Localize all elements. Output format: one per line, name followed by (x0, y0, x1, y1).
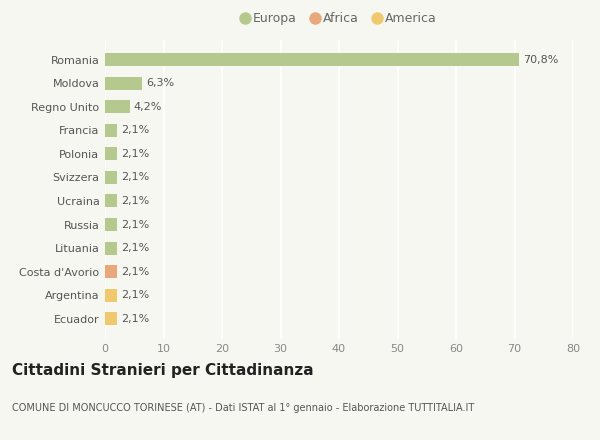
Text: 2,1%: 2,1% (121, 125, 149, 136)
Text: 2,1%: 2,1% (121, 314, 149, 324)
Text: 2,1%: 2,1% (121, 290, 149, 300)
Text: COMUNE DI MONCUCCO TORINESE (AT) - Dati ISTAT al 1° gennaio - Elaborazione TUTTI: COMUNE DI MONCUCCO TORINESE (AT) - Dati … (12, 403, 474, 413)
Text: 70,8%: 70,8% (523, 55, 559, 65)
Legend: Europa, Africa, America: Europa, Africa, America (239, 10, 439, 28)
Text: 2,1%: 2,1% (121, 172, 149, 183)
Bar (105, 124, 117, 137)
Bar (105, 171, 117, 184)
Text: 2,1%: 2,1% (121, 149, 149, 159)
Text: 2,1%: 2,1% (121, 243, 149, 253)
Bar (105, 265, 117, 278)
Text: 6,3%: 6,3% (146, 78, 174, 88)
Bar (105, 289, 117, 302)
Bar (105, 147, 117, 160)
Text: Cittadini Stranieri per Cittadinanza: Cittadini Stranieri per Cittadinanza (12, 363, 314, 378)
Text: 2,1%: 2,1% (121, 196, 149, 206)
Bar (105, 312, 117, 325)
Bar (105, 242, 117, 255)
Text: 2,1%: 2,1% (121, 267, 149, 277)
Bar (105, 100, 130, 113)
Bar (105, 194, 117, 207)
Bar (105, 218, 117, 231)
Bar (105, 53, 519, 66)
Text: 4,2%: 4,2% (134, 102, 162, 112)
Text: 2,1%: 2,1% (121, 220, 149, 230)
Bar (105, 77, 142, 90)
